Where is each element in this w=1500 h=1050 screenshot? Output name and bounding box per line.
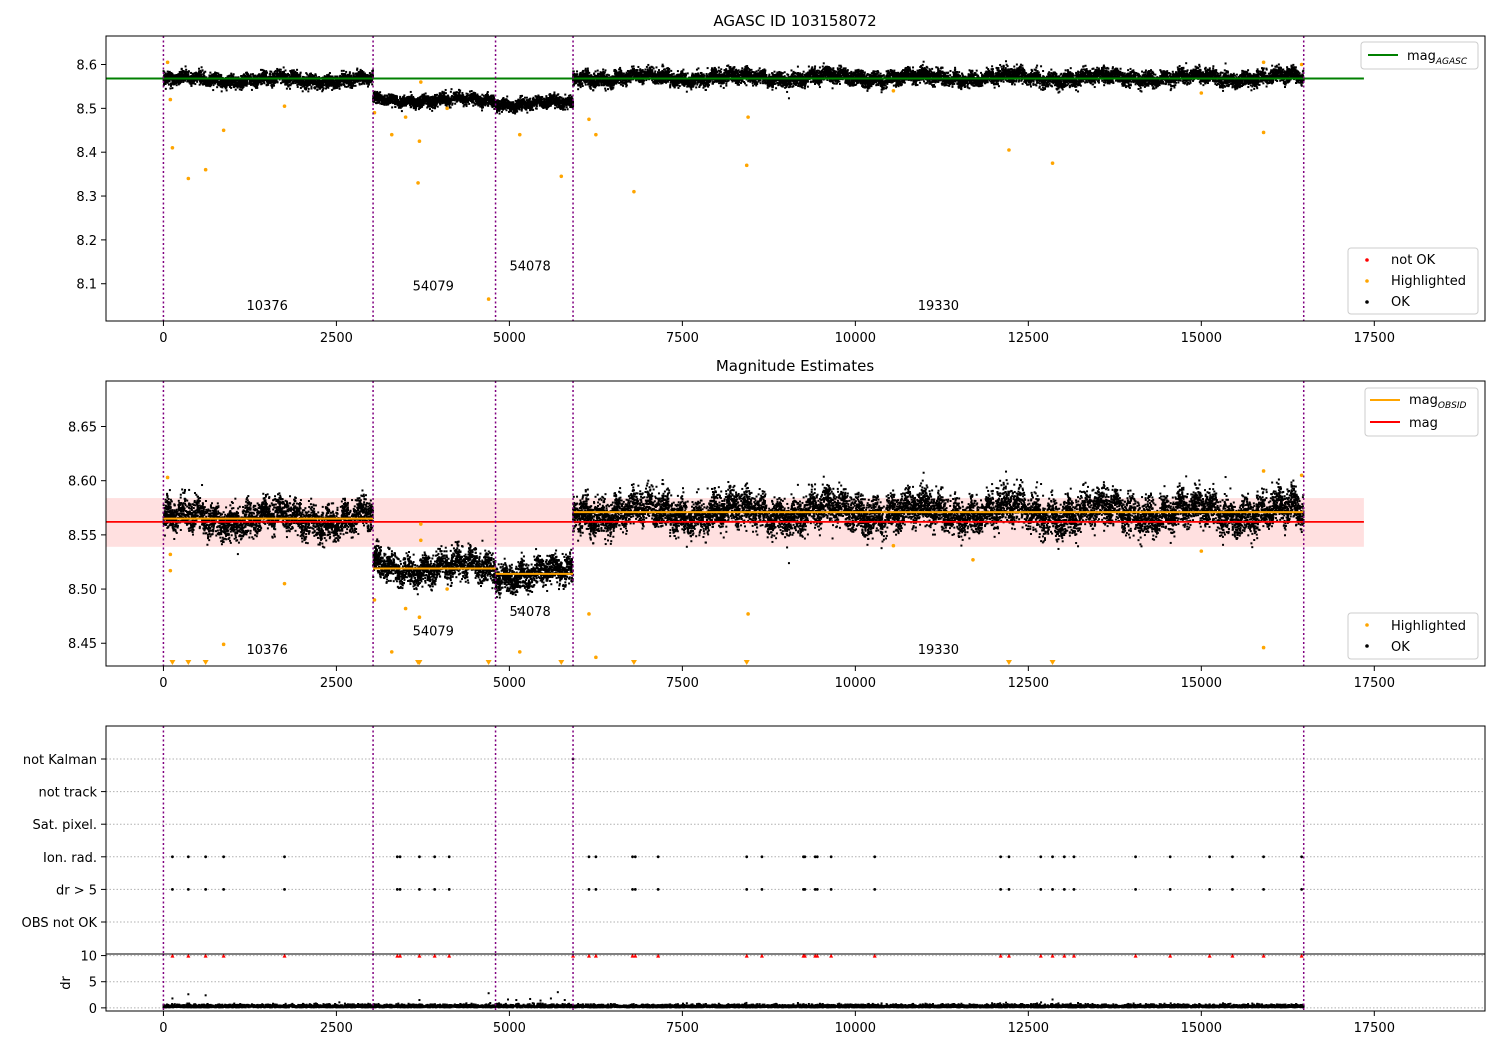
agasc-ok-point	[202, 69, 204, 71]
agasc-ok-point	[308, 88, 310, 90]
agasc-ok-point	[181, 68, 183, 70]
agasc-ok-point	[169, 87, 171, 89]
agasc-ok-point	[290, 84, 292, 86]
agasc-ok-point	[341, 70, 343, 72]
agasc-ok-point	[367, 86, 369, 88]
agasc-panel-title: AGASC ID 103158072	[713, 12, 876, 30]
agasc-ok-point	[352, 72, 354, 74]
agasc-ok-point	[229, 75, 231, 77]
agasc-ok-point	[284, 82, 286, 84]
agasc-ok-point	[199, 70, 201, 72]
agasc-ok-point	[209, 72, 211, 74]
agasc-ok-point	[196, 81, 198, 83]
agasc-ok-point	[168, 84, 170, 86]
agasc-ok-point	[310, 88, 312, 90]
agasc-ok-point	[167, 82, 169, 84]
agasc-ok-point	[205, 85, 207, 87]
agasc-ok-point	[171, 87, 173, 89]
agasc-ok-point	[230, 73, 232, 75]
agasc-ok-point	[289, 88, 291, 90]
agasc-ok-point	[251, 89, 253, 91]
agasc-ok-point	[355, 85, 357, 87]
agasc-ok-point	[349, 73, 351, 75]
agasc-ok-point	[216, 86, 218, 88]
agasc-ok-point	[354, 73, 356, 75]
agasc-ok-point	[286, 88, 288, 90]
agasc-ok-point	[185, 69, 187, 71]
agasc-ok-point	[244, 84, 246, 86]
agasc-ok-point	[347, 74, 349, 76]
agasc-ok-point	[226, 89, 228, 91]
agasc-ok-point	[235, 89, 237, 91]
agasc-ok-point	[316, 89, 318, 91]
agasc-ok-point	[326, 74, 328, 76]
agasc-ok-point	[185, 65, 187, 67]
agasc-ok-point	[291, 73, 293, 75]
agasc-ok-point	[294, 71, 296, 73]
agasc-ok-point	[283, 66, 285, 68]
agasc-ok-point	[201, 66, 203, 68]
agasc-ok-point	[199, 80, 201, 82]
agasc-ok-point	[350, 75, 352, 77]
agasc-ok-point	[331, 75, 333, 77]
agasc-ok-point	[192, 82, 194, 84]
agasc-ok-point	[269, 71, 271, 73]
agasc-ok-point	[260, 83, 262, 85]
agasc-ok-point	[325, 88, 327, 90]
agasc-ok-point	[260, 69, 262, 71]
figure: AGASC ID 103158072 10376540795407819330 …	[0, 0, 1500, 1050]
agasc-ok-point	[300, 87, 302, 89]
agasc-ok-point	[275, 70, 277, 72]
agasc-ok-point	[296, 69, 298, 71]
agasc-ok-point	[179, 82, 181, 84]
agasc-ok-point	[203, 83, 205, 85]
agasc-ok-point	[335, 75, 337, 77]
agasc-ok-point	[307, 90, 309, 92]
agasc-ok-point	[239, 88, 241, 90]
agasc-ok-point	[215, 80, 217, 82]
agasc-ok-point	[189, 81, 191, 83]
agasc-ok-point	[224, 85, 226, 87]
agasc-ok-point	[263, 81, 265, 83]
agasc-ok-point	[347, 85, 349, 87]
agasc-ok-point	[356, 69, 358, 71]
agasc-ok-point	[343, 84, 345, 86]
agasc-ok-point	[343, 70, 345, 72]
agasc-ok-point	[165, 88, 167, 90]
agasc-ok-point	[246, 72, 248, 74]
agasc-ok-point	[163, 70, 165, 72]
agasc-ok-point	[336, 87, 338, 89]
agasc-ok-point	[353, 76, 355, 78]
agasc-ok-point	[356, 75, 358, 77]
agasc-ok-point	[339, 88, 341, 90]
agasc-ok-point	[313, 87, 315, 89]
agasc-ok-point	[269, 74, 271, 76]
agasc-ok-point	[288, 81, 290, 83]
agasc-ok-point	[371, 83, 373, 85]
agasc-ok-point	[176, 84, 178, 86]
agasc-ok-point	[310, 86, 312, 88]
agasc-ok-point	[345, 71, 347, 73]
agasc-panel: AGASC ID 103158072 10376540795407819330 …	[76, 12, 1485, 346]
agasc-ok-point	[297, 86, 299, 88]
agasc-ok-point	[237, 87, 239, 89]
agasc-plot-area: 10376540795407819330	[106, 36, 1364, 321]
